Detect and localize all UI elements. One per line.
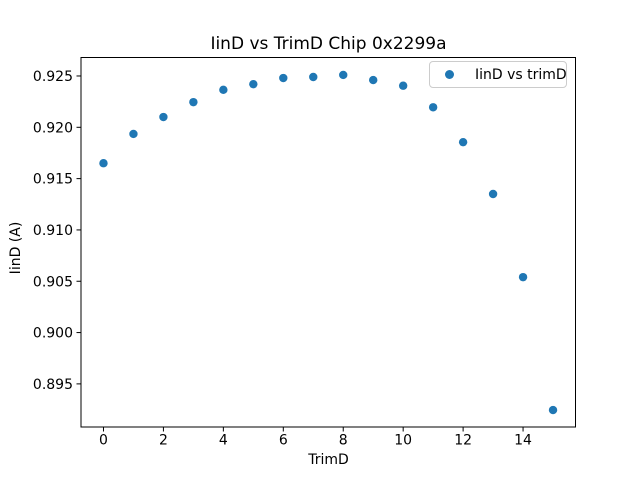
x-tick-label: 14 [514, 433, 532, 449]
y-tick-label: 0.925 [33, 69, 73, 85]
x-tick-label: 8 [339, 433, 348, 449]
data-point [398, 81, 408, 90]
x-tick-label: 12 [454, 433, 472, 449]
data-point [189, 97, 198, 107]
data-point [309, 72, 318, 82]
x-tick-label: 2 [159, 433, 168, 449]
legend-marker-icon [445, 70, 454, 79]
data-point [249, 79, 258, 89]
data-point [518, 272, 528, 282]
axes-spines [80, 57, 576, 428]
x-tick-label: 10 [394, 433, 412, 449]
x-tick-label: 4 [219, 433, 228, 449]
y-tick-label: 0.905 [33, 274, 73, 290]
data-point [458, 137, 468, 147]
data-point [159, 112, 168, 122]
data-point [369, 75, 378, 85]
data-point [548, 405, 558, 415]
data-point [428, 103, 438, 112]
y-tick-label: 0.900 [33, 326, 73, 342]
x-tick-label: 0 [99, 433, 108, 449]
y-tick-label: 0.895 [33, 377, 73, 393]
y-axis-label: IinD (A) [8, 221, 24, 275]
y-tick-label: 0.910 [33, 223, 73, 239]
y-tick-label: 0.915 [33, 172, 73, 188]
data-point [339, 70, 348, 80]
data-point [129, 129, 138, 139]
data-point [99, 159, 108, 168]
data-point [488, 189, 498, 199]
data-point [279, 73, 288, 83]
data-point [219, 85, 228, 95]
legend-label: IinD vs trimD [475, 66, 567, 83]
x-axis-label: TrimD [308, 452, 349, 468]
legend: IinD vs trimD [429, 61, 567, 88]
x-tick-label: 6 [279, 433, 288, 449]
chart-title: IinD vs TrimD Chip 0x2299a [210, 34, 447, 54]
y-tick-label: 0.920 [33, 120, 73, 136]
